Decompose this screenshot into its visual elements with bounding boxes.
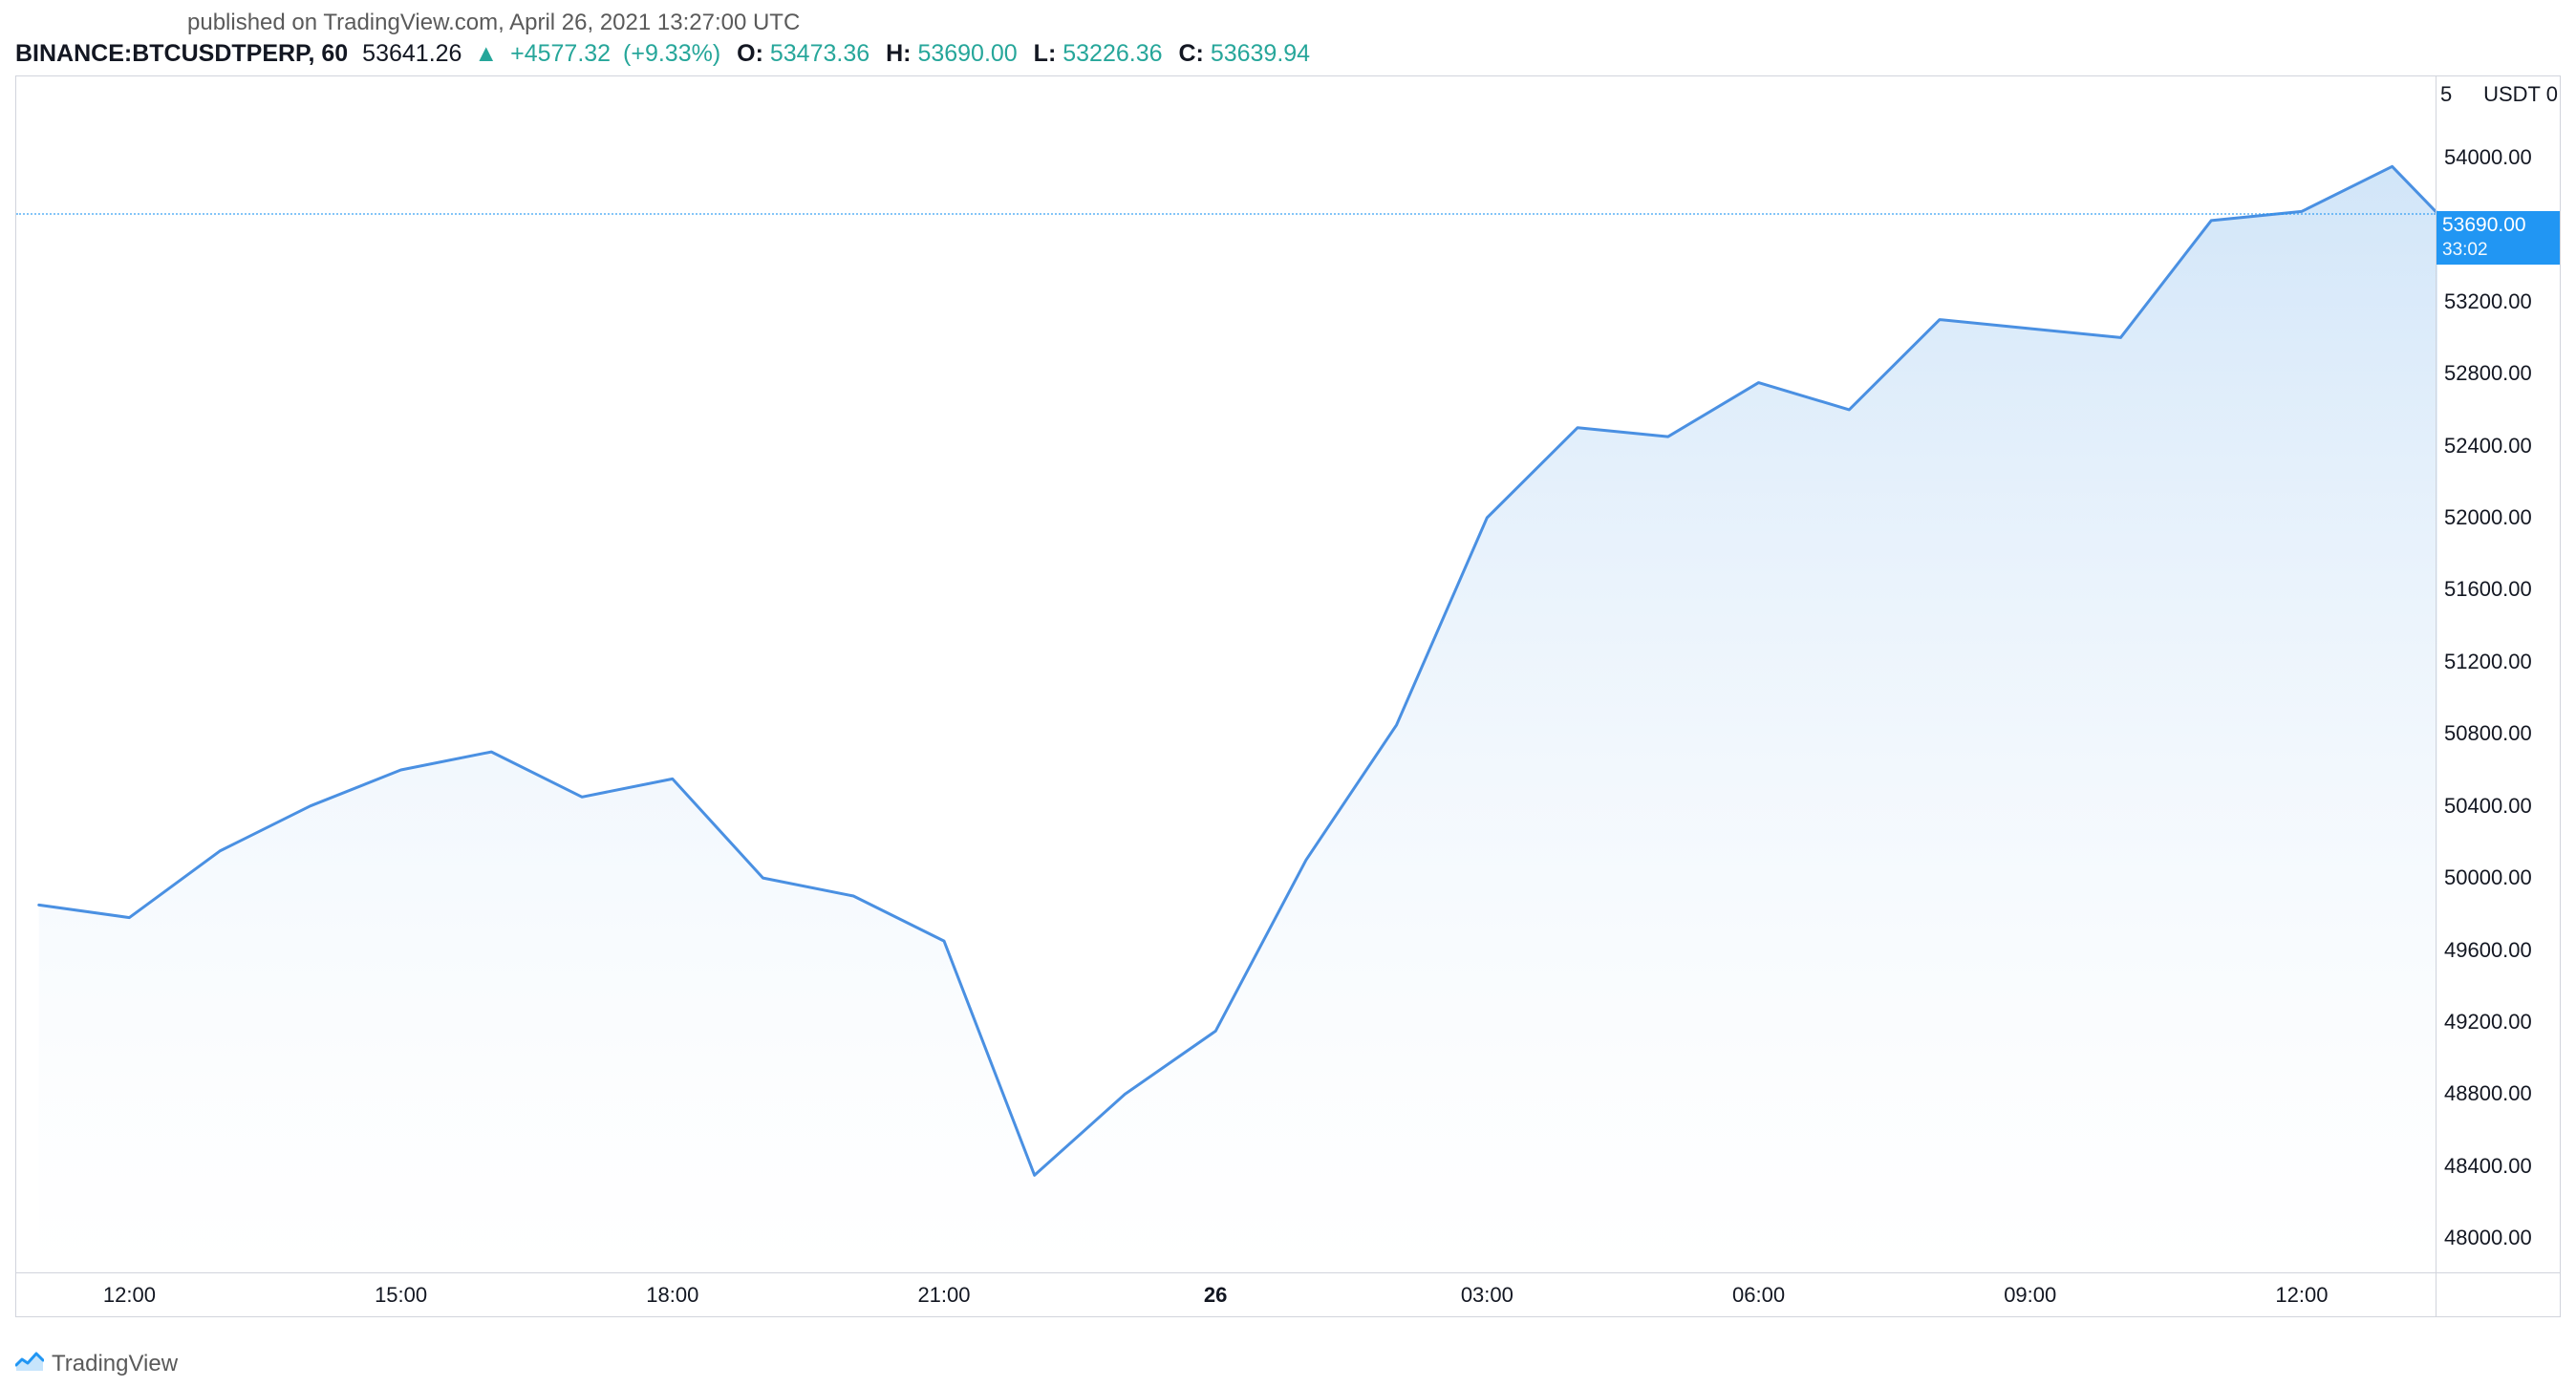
- chart-frame[interactable]: 5 USDT 0 54000.00 53200.00 52800.00 52400.0…: [15, 75, 2561, 1317]
- symbol-info-bar: BINANCE:BTCUSDTPERP, 60 53641.26 ▲ +4577…: [15, 40, 2561, 68]
- low-label: L:: [1034, 40, 1057, 67]
- symbol-name: BINANCE:BTCUSDTPERP, 60: [15, 40, 348, 67]
- x-tick-label: 06:00: [1732, 1283, 1785, 1308]
- price-tag-countdown: 33:02: [2442, 239, 2554, 262]
- low-value: 53226.36: [1063, 40, 1162, 67]
- y-tick-label: 51200.00: [2444, 650, 2532, 674]
- high-label: H:: [886, 40, 911, 67]
- x-tick-label: 09:00: [2004, 1283, 2056, 1308]
- x-tick-label: 26: [1204, 1283, 1227, 1308]
- y-tick-label: 51600.00: [2444, 577, 2532, 602]
- x-axis[interactable]: 12:00 15:00 18:00 21:00 26 03:00 06:00 09:00 12:…: [16, 1272, 2436, 1316]
- x-tick-label: 18:00: [646, 1283, 698, 1308]
- chart-container: published on TradingView.com, April 26, …: [0, 0, 2576, 1387]
- currency-unit-label: USDT: [2483, 82, 2541, 107]
- change-pct: (+9.33%): [623, 40, 720, 67]
- tradingview-brand-text: TradingView: [52, 1351, 178, 1377]
- y-tick-label: 48400.00: [2444, 1154, 2532, 1179]
- price-tag-value: 53690.00: [2442, 213, 2554, 238]
- change-arrow-icon: ▲: [474, 40, 498, 67]
- y-axis[interactable]: 5 USDT 0 54000.00 53200.00 52800.00 52400.0…: [2436, 76, 2560, 1272]
- tradingview-attribution[interactable]: TradingView: [15, 1350, 178, 1377]
- current-price-tag: 53690.0033:02: [2436, 211, 2560, 265]
- published-caption: published on TradingView.com, April 26, …: [187, 10, 2561, 36]
- x-tick-label: 15:00: [375, 1283, 427, 1308]
- last-price: 53641.26: [362, 40, 462, 67]
- high-value: 53690.00: [917, 40, 1017, 67]
- open-label: O:: [737, 40, 763, 67]
- y-axis-clip-left: 5: [2440, 82, 2452, 107]
- y-tick-label: 50800.00: [2444, 721, 2532, 746]
- x-tick-label: 12:00: [103, 1283, 156, 1308]
- x-tick-label: 21:00: [917, 1283, 970, 1308]
- y-tick-label: 52800.00: [2444, 361, 2532, 386]
- close-value: 53639.94: [1211, 40, 1310, 67]
- tradingview-logo-icon: [15, 1350, 44, 1377]
- y-tick-label: 54000.00: [2444, 145, 2532, 170]
- y-tick-label: 53200.00: [2444, 289, 2532, 314]
- close-label: C:: [1178, 40, 1203, 67]
- change-abs: +4577.32: [510, 40, 611, 67]
- plot-area[interactable]: [16, 76, 2436, 1272]
- y-tick-label: 49200.00: [2444, 1010, 2532, 1035]
- y-tick-label: 52000.00: [2444, 505, 2532, 530]
- x-tick-label: 12:00: [2275, 1283, 2328, 1308]
- y-tick-label: 52400.00: [2444, 434, 2532, 459]
- open-value: 53473.36: [770, 40, 869, 67]
- y-tick-label: 48000.00: [2444, 1226, 2532, 1250]
- y-tick-label: 50000.00: [2444, 865, 2532, 890]
- axis-corner: [2436, 1272, 2560, 1316]
- x-tick-label: 03:00: [1461, 1283, 1513, 1308]
- y-axis-clip-right: 0: [2546, 82, 2558, 107]
- y-tick-label: 49600.00: [2444, 938, 2532, 963]
- y-tick-label: 50400.00: [2444, 794, 2532, 819]
- current-price-line: [16, 213, 2436, 215]
- price-area-chart: [16, 76, 2437, 1274]
- y-tick-label: 48800.00: [2444, 1081, 2532, 1106]
